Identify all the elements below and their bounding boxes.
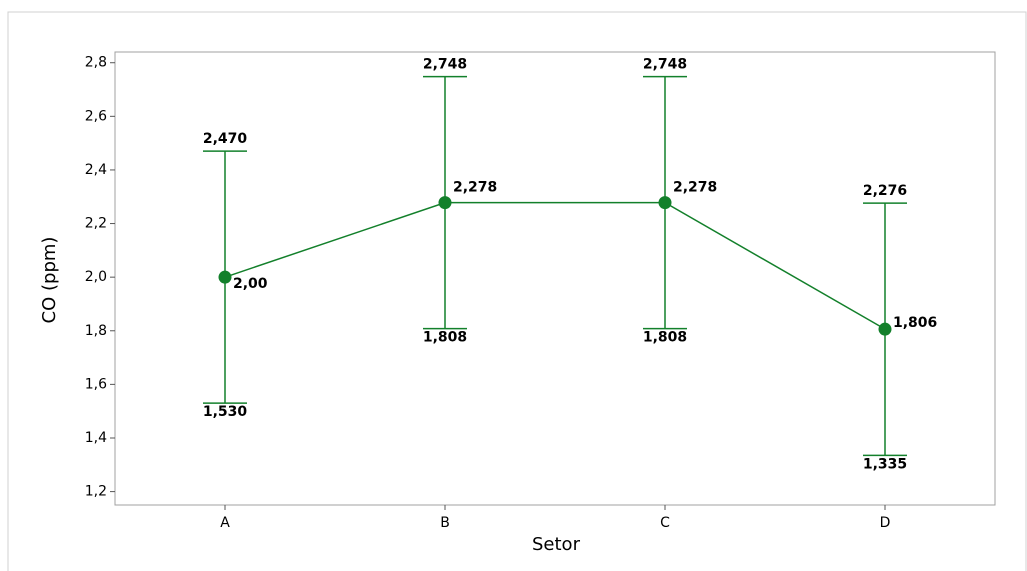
mean-point xyxy=(218,270,232,284)
y-tick-label: 1,2 xyxy=(85,484,107,500)
y-tick-label: 1,6 xyxy=(85,376,107,392)
mean-line xyxy=(224,201,886,330)
outer-frame xyxy=(7,11,1027,571)
upper-label: 2,470 xyxy=(203,131,248,147)
x-tick-label: D xyxy=(880,515,891,531)
mean-label: 2,278 xyxy=(673,180,717,196)
mean-label: 1,806 xyxy=(893,315,937,331)
mean-point xyxy=(878,322,892,336)
lower-label: 1,530 xyxy=(203,404,248,420)
upper-label: 2,748 xyxy=(423,57,467,73)
y-tick-label: 1,4 xyxy=(85,430,107,446)
x-tick-label: A xyxy=(220,515,230,531)
x-axis-label: Setor xyxy=(532,534,581,555)
y-tick-label: 2,4 xyxy=(85,162,107,178)
x-tick-label: B xyxy=(440,515,450,531)
upper-label: 2,748 xyxy=(643,57,687,73)
upper-label: 2,276 xyxy=(863,183,907,199)
y-tick-label: 2,6 xyxy=(85,108,107,124)
y-tick-label: 2,2 xyxy=(85,216,107,232)
mean-point xyxy=(438,196,452,210)
x-tick-label: C xyxy=(660,515,670,531)
lower-label: 1,335 xyxy=(863,456,907,472)
y-tick-label: 2,0 xyxy=(85,269,107,285)
y-tick-label: 1,8 xyxy=(85,323,107,339)
mean-label: 2,00 xyxy=(233,276,268,292)
y-axis-label: CO (ppm) xyxy=(39,237,60,324)
mean-point xyxy=(658,196,672,210)
mean-label: 2,278 xyxy=(453,180,497,196)
lower-label: 1,808 xyxy=(423,330,467,346)
lower-label: 1,808 xyxy=(643,330,687,346)
plot-frame xyxy=(114,51,996,506)
y-tick-label: 2,8 xyxy=(85,55,107,71)
